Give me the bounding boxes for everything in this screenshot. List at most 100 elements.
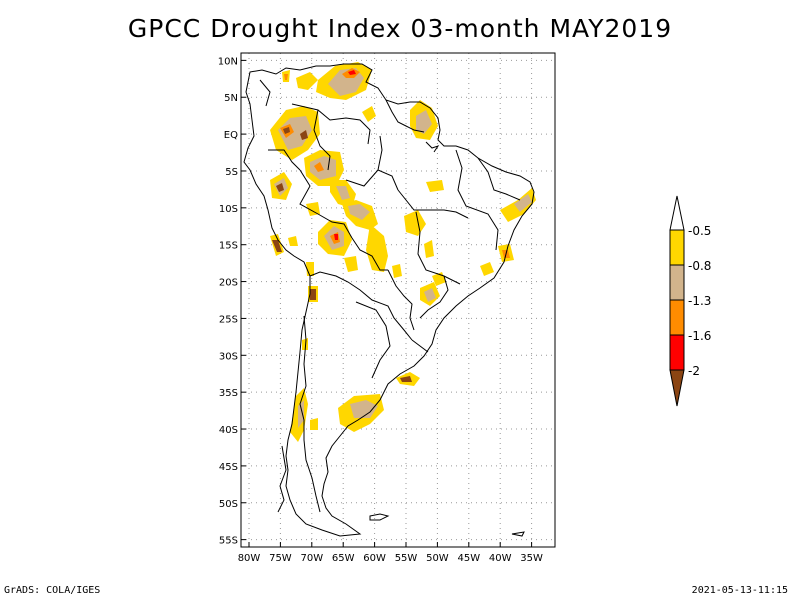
- islands: [277, 141, 525, 537]
- brazil-state-border-2: [415, 211, 461, 285]
- drought-area-chile-north-central: [302, 338, 308, 350]
- lat-tick-label: 25S: [219, 314, 238, 325]
- lat-tick-label: 5N: [224, 93, 238, 104]
- lat-tick-label: 30S: [219, 351, 238, 362]
- drought-area-peru-andes: [288, 236, 298, 246]
- uruguay-border: [411, 339, 429, 353]
- drought-area-pampa-core: [350, 400, 378, 418]
- drought-area-uruguay-brown: [400, 376, 412, 382]
- lat-tick-label: EQ: [224, 130, 238, 141]
- longitude-axis: 80W 75W 70W 65W 60W 55W 50W 45W 40W 35W: [238, 542, 543, 564]
- brazil-state-border-1: [397, 189, 469, 219]
- drought-area-chile-north-brown: [310, 289, 316, 300]
- map-title: GPCC Drought Index 03-month MAY2019: [127, 14, 673, 43]
- legend-label: -1.3: [688, 294, 711, 308]
- paraguay-brazil-border: [387, 269, 415, 331]
- drought-area-pantanal: [366, 224, 388, 272]
- bolivia-brazil-border: [351, 237, 388, 271]
- footer-timestamp: 2021-05-13-11:15: [691, 585, 788, 596]
- drought-area-colombia-brown-2: [300, 130, 308, 140]
- lat-tick-label: 35S: [219, 388, 238, 399]
- drought-area-peru-south: [306, 202, 320, 216]
- lat-tick-label: 15S: [219, 241, 238, 252]
- drought-area-mato-grosso-sul: [392, 264, 402, 278]
- drought-area-peru-coast-brown: [272, 240, 282, 252]
- lat-tick-label: 45S: [219, 462, 238, 473]
- colombia-border: [259, 79, 271, 107]
- drought-area-espirito-santo: [480, 262, 494, 276]
- drought-shading: [270, 62, 536, 442]
- drought-area-bolivia-red: [334, 234, 338, 240]
- legend-swatch: [669, 229, 685, 266]
- brazil-state-border-7: [419, 275, 449, 319]
- guyana-border: [385, 99, 425, 133]
- falkland-islands: [369, 513, 390, 521]
- lon-tick-label: 65W: [332, 553, 355, 564]
- footer-credit: GrADS: COLA/IGES: [4, 585, 101, 596]
- lat-tick-label: 55S: [219, 536, 238, 547]
- marajo-island: [425, 141, 440, 153]
- lat-tick-label: 10N: [218, 56, 238, 67]
- legend-top-arrow: [669, 195, 685, 231]
- brazil-state-border-6: [345, 135, 383, 187]
- brazil-state-border-5: [377, 169, 399, 191]
- ecuador-border: [268, 149, 301, 171]
- drought-area-colombia-brown: [283, 127, 290, 134]
- legend-label: -1.6: [688, 329, 711, 343]
- drought-area-minas: [424, 240, 434, 258]
- color-legend: -0.5 -0.8 -1.3 -1.6 -2: [669, 195, 711, 407]
- drought-area-peru-brown: [276, 183, 284, 192]
- drought-area-venezuela-red: [348, 70, 356, 75]
- lon-tick-label: 70W: [300, 553, 323, 564]
- brazil-state-border-4: [477, 157, 521, 201]
- drought-area-para: [426, 180, 444, 192]
- colombia-brazil-border: [313, 109, 331, 171]
- legend-label: -0.5: [688, 224, 711, 238]
- drought-area-chaco: [344, 256, 358, 272]
- plot-frame: [240, 52, 556, 548]
- drought-area-amazon-nw-orange: [314, 162, 324, 172]
- argentina-north-border: [309, 271, 413, 341]
- chile-archipelago: [277, 445, 287, 513]
- coastline: [243, 63, 535, 537]
- drought-area-guyana: [362, 106, 376, 122]
- argentina-province-border: [355, 301, 391, 379]
- legend-label: -0.8: [688, 259, 711, 273]
- legend-swatch: [669, 299, 685, 336]
- peru-brazil-border: [299, 169, 353, 239]
- lon-tick-label: 45W: [457, 553, 480, 564]
- lon-tick-label: 50W: [426, 553, 449, 564]
- lat-tick-label: 20S: [219, 278, 238, 289]
- lon-tick-label: 40W: [489, 553, 512, 564]
- legend-swatch: [669, 334, 685, 371]
- drought-area-guianas-core: [416, 110, 432, 134]
- lon-tick-label: 55W: [395, 553, 418, 564]
- lon-tick-label: 75W: [269, 553, 292, 564]
- drought-area-rondonia-core: [348, 204, 370, 220]
- plot-area: 10N5NEQ5S10S15S20S25S30S35S40S45S50S55S …: [218, 52, 556, 564]
- lat-tick-label: 50S: [219, 499, 238, 510]
- legend-bottom-arrow: [669, 369, 685, 407]
- drought-area-orinoco: [296, 72, 318, 90]
- drought-area-ne-brazil-core: [514, 194, 532, 212]
- lat-tick-label: 5S: [225, 167, 238, 178]
- drought-area-goias: [404, 210, 426, 236]
- drought-area-sao-paulo-core: [424, 288, 436, 302]
- legend-swatch: [669, 264, 685, 301]
- brazil-state-border-3: [455, 149, 499, 251]
- drought-area-amazon-central-core: [336, 186, 350, 200]
- legend-label: -2: [688, 364, 700, 378]
- lat-tick-label: 40S: [219, 425, 238, 436]
- drought-area-colombia-core: [278, 116, 312, 150]
- latitude-axis: 10N 5N EQ 5S 10S 15S 20S 25S 30S 35S 40S 45S 50S 55S: [218, 56, 246, 547]
- south-georgia: [511, 531, 525, 537]
- drought-area-colombia-north-core: [284, 74, 288, 80]
- lon-tick-label: 60W: [363, 553, 386, 564]
- drought-area-neuquen: [310, 418, 318, 430]
- lon-tick-label: 35W: [520, 553, 543, 564]
- lon-tick-label: 80W: [238, 553, 261, 564]
- lat-tick-label: 10S: [219, 204, 238, 215]
- chile-argentina-border: [299, 315, 321, 513]
- drought-area-chile-central-core: [298, 400, 304, 428]
